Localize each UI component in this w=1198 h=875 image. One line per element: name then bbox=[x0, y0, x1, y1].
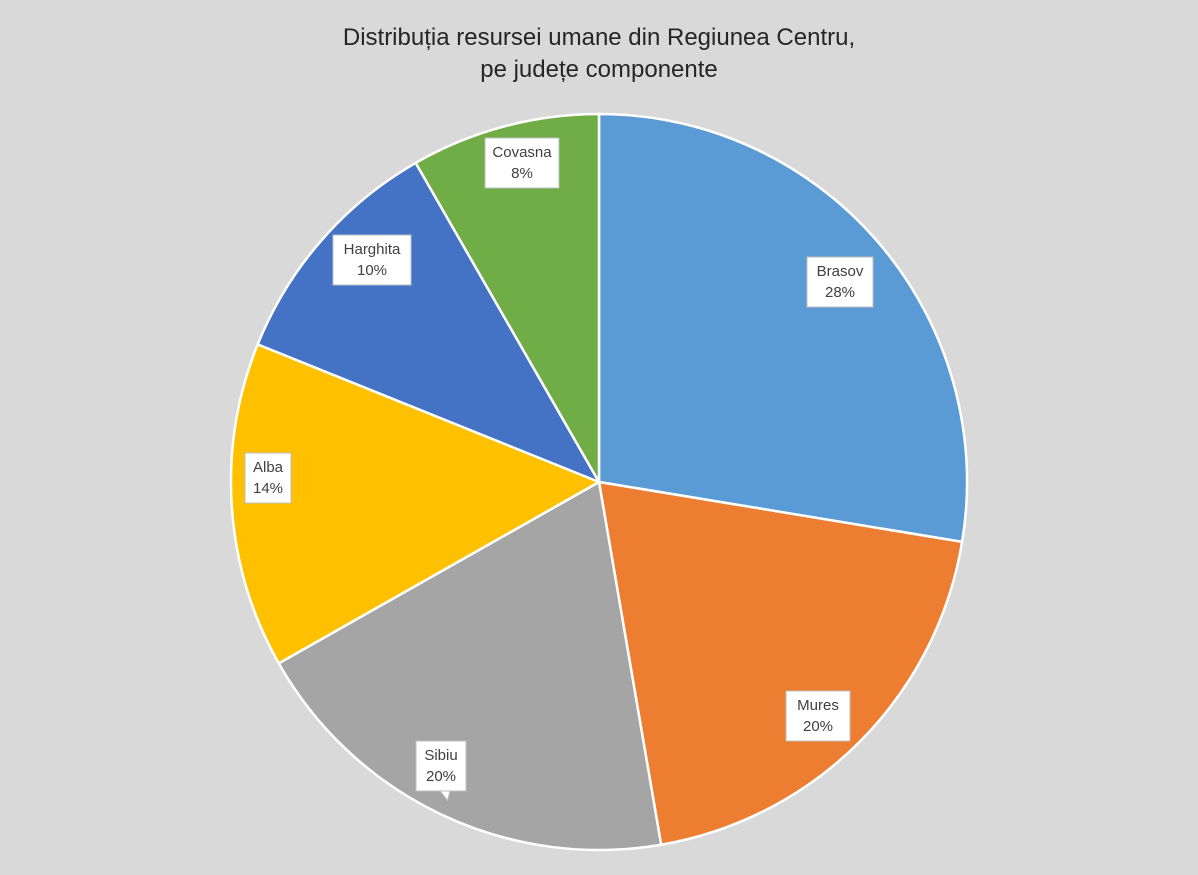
pie-slice-mures bbox=[597, 480, 964, 846]
data-label-category: Brasov bbox=[817, 263, 864, 280]
data-label-alba: Alba 14% bbox=[244, 452, 292, 505]
data-label-category: Covasna bbox=[492, 144, 552, 161]
callout-box bbox=[332, 234, 412, 286]
data-labels: Brasov 28% Mures 20% Sibiu 20% Alba 14% Harghita… bbox=[244, 137, 874, 802]
data-label-sibiu: Sibiu 20% bbox=[415, 740, 467, 802]
data-label-harghita: Harghita 10% bbox=[332, 234, 412, 286]
data-label-category: Harghita bbox=[344, 241, 401, 258]
data-label-brasov: Brasov 28% bbox=[806, 256, 874, 308]
pie-slice-alba bbox=[229, 343, 601, 665]
pie-slice-brasov bbox=[597, 112, 969, 544]
data-label-category: Mures bbox=[797, 697, 839, 714]
data-label-percent: 8% bbox=[511, 165, 533, 182]
callout-seam bbox=[251, 478, 268, 497]
data-label-percent: 20% bbox=[426, 768, 456, 785]
chart-title-line-1: Distribuția resursei umane din Regiunea … bbox=[342, 24, 856, 51]
callout-seam bbox=[505, 142, 522, 163]
data-label-percent: 10% bbox=[357, 262, 387, 279]
data-label-percent: 28% bbox=[825, 284, 855, 301]
data-label-category: Sibiu bbox=[424, 747, 457, 764]
data-label-category: Alba bbox=[253, 459, 284, 476]
callout-seam bbox=[350, 249, 372, 261]
chart-title: Distribuția resursei umane din Regiunea … bbox=[0, 22, 1198, 86]
callout-seam bbox=[818, 716, 840, 731]
callout-seam bbox=[840, 262, 860, 282]
pie-slice-sibiu bbox=[277, 480, 663, 852]
pie-slice-covasna bbox=[414, 112, 601, 484]
data-label-mures: Mures 20% bbox=[785, 690, 851, 742]
callout-seam bbox=[438, 766, 451, 788]
data-label-percent: 20% bbox=[803, 718, 833, 735]
data-label-covasna: Covasna 8% bbox=[484, 137, 560, 189]
pie-slices bbox=[229, 112, 969, 852]
data-label-percent: 14% bbox=[253, 480, 283, 497]
chart-title-line-2: pe județe componente bbox=[480, 56, 718, 83]
